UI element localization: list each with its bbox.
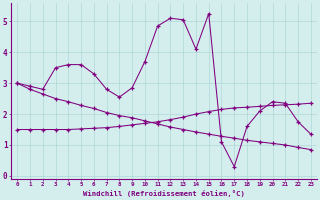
X-axis label: Windchill (Refroidissement éolien,°C): Windchill (Refroidissement éolien,°C)	[83, 190, 245, 197]
